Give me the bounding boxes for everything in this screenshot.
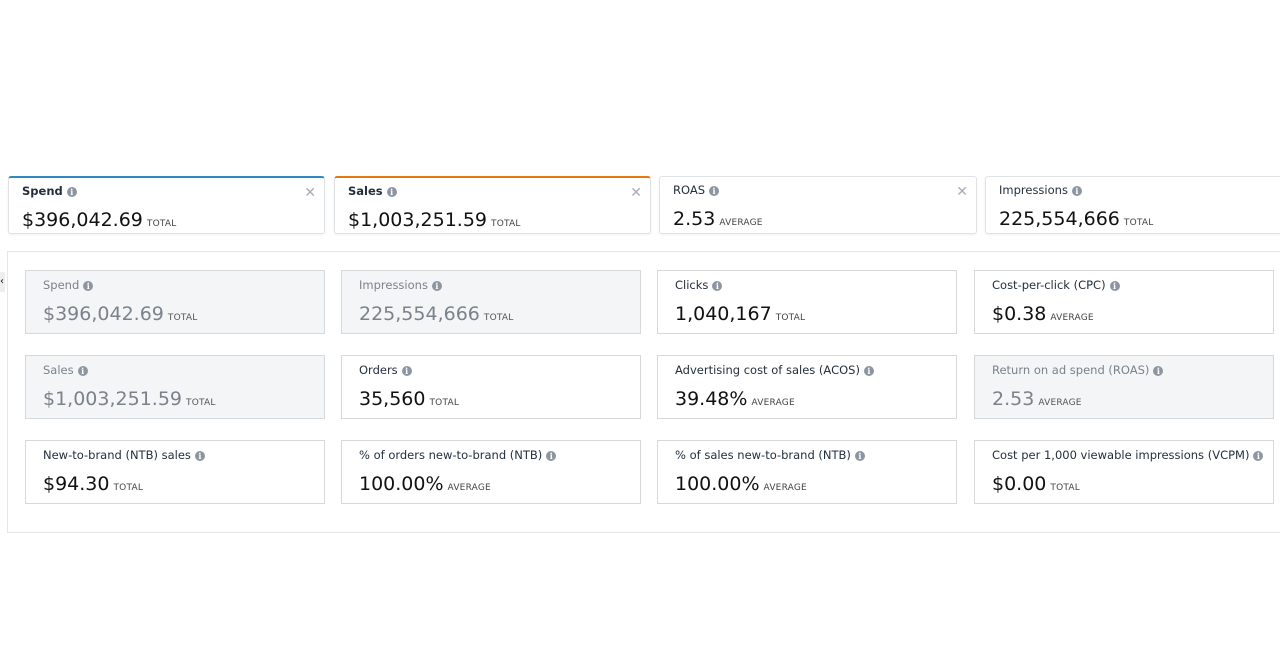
metric-label: Advertising cost of sales (ACOS) i (675, 363, 874, 377)
metric-card[interactable]: Return on ad spend (ROAS) i 2.53 AVERAGE (974, 355, 1274, 419)
metric-value: $396,042.69 TOTAL (43, 303, 198, 325)
metric-label: ROAS i (673, 183, 720, 197)
close-icon[interactable]: ✕ (304, 185, 316, 201)
metric-value: $396,042.69 TOTAL (22, 209, 177, 231)
metric-value: $1,003,251.59 TOTAL (348, 209, 521, 231)
metric-value: 1,040,167 TOTAL (675, 303, 806, 325)
metric-value: 2.53 AVERAGE (673, 208, 763, 230)
metric-card[interactable]: Impressions i 225,554,666 TOTAL (341, 270, 641, 334)
info-icon[interactable]: i (83, 281, 94, 291)
metric-value: 225,554,666 TOTAL (999, 208, 1154, 230)
metric-unit: AVERAGE (447, 483, 491, 493)
info-icon[interactable]: i (1153, 366, 1164, 376)
info-icon[interactable]: i (77, 366, 88, 376)
metric-unit: AVERAGE (1050, 313, 1094, 323)
metric-unit: TOTAL (483, 313, 514, 323)
metric-label: Clicks i (675, 278, 723, 292)
metric-label: Orders i (359, 363, 412, 377)
metric-value: 100.00% AVERAGE (675, 473, 807, 495)
metric-label: % of sales new-to-brand (NTB) i (675, 448, 865, 462)
metric-label: New-to-brand (NTB) sales i (43, 448, 205, 462)
metric-value: 100.00% AVERAGE (359, 473, 491, 495)
metric-unit: TOTAL (491, 219, 521, 229)
metric-unit: TOTAL (775, 313, 806, 323)
info-icon[interactable]: i (386, 187, 397, 197)
metric-value: $94.30 TOTAL (43, 473, 144, 495)
metric-unit: TOTAL (429, 398, 460, 408)
metric-value: 39.48% AVERAGE (675, 388, 795, 410)
metric-unit: TOTAL (1050, 483, 1080, 493)
metrics-panel: Spend i $396,042.69 TOTAL Impressions i 225,… (7, 251, 1280, 533)
close-icon[interactable]: ✕ (630, 185, 642, 201)
info-icon[interactable]: i (709, 186, 720, 196)
metric-value: 225,554,666 TOTAL (359, 303, 514, 325)
metric-value: $0.00 TOTAL (992, 473, 1080, 495)
info-icon[interactable]: i (854, 451, 865, 461)
metric-label: Spend i (43, 278, 94, 292)
metric-card[interactable]: Cost-per-click (CPC) i $0.38 AVERAGE (974, 270, 1274, 334)
selected-metric-sales[interactable]: Sales i $1,003,251.59 TOTAL ✕ (334, 176, 651, 234)
metric-unit: TOTAL (186, 398, 216, 408)
metric-unit: AVERAGE (763, 483, 807, 493)
metric-value: 2.53 AVERAGE (992, 388, 1082, 410)
info-icon[interactable]: i (194, 451, 205, 461)
metric-card[interactable]: Cost per 1,000 viewable impressions (VCP… (974, 440, 1274, 504)
metric-card[interactable]: % of sales new-to-brand (NTB) i 100.00% AV… (657, 440, 957, 504)
info-icon[interactable]: i (401, 366, 412, 376)
metric-value: 35,560 TOTAL (359, 388, 460, 410)
metric-card[interactable]: % of orders new-to-brand (NTB) i 100.00% A… (341, 440, 641, 504)
metric-unit: TOTAL (167, 313, 198, 323)
info-icon[interactable]: i (66, 187, 77, 197)
info-icon[interactable]: i (1071, 186, 1082, 196)
metric-card[interactable]: New-to-brand (NTB) sales i $94.30 TOTAL (25, 440, 325, 504)
selected-metric-roas[interactable]: ROAS i 2.53 AVERAGE ✕ (659, 176, 977, 234)
metric-label: Spend i (22, 184, 77, 198)
metric-unit: TOTAL (146, 219, 177, 229)
close-icon[interactable]: ✕ (956, 184, 968, 200)
metric-card[interactable]: Advertising cost of sales (ACOS) i 39.48%… (657, 355, 957, 419)
metric-value: $0.38 AVERAGE (992, 303, 1094, 325)
info-icon[interactable]: i (1109, 281, 1120, 291)
metric-unit: AVERAGE (719, 218, 763, 228)
selected-metric-impressions[interactable]: Impressions i 225,554,666 TOTAL (985, 176, 1280, 234)
metric-unit: TOTAL (1123, 218, 1154, 228)
metric-card[interactable]: Sales i $1,003,251.59 TOTAL (25, 355, 325, 419)
metric-card[interactable]: Orders i 35,560 TOTAL (341, 355, 641, 419)
metric-label: Sales i (348, 184, 397, 198)
metric-card[interactable]: Clicks i 1,040,167 TOTAL (657, 270, 957, 334)
metric-label: Impressions i (999, 183, 1082, 197)
metric-label: Return on ad spend (ROAS) i (992, 363, 1164, 377)
metric-value: $1,003,251.59 TOTAL (43, 388, 216, 410)
info-icon[interactable]: i (431, 281, 442, 291)
metric-label: Cost-per-click (CPC) i (992, 278, 1120, 292)
selected-metric-spend[interactable]: Spend i $396,042.69 TOTAL ✕ (8, 176, 325, 234)
metric-unit: AVERAGE (751, 398, 795, 408)
info-icon[interactable]: i (712, 281, 723, 291)
metric-card[interactable]: Spend i $396,042.69 TOTAL (25, 270, 325, 334)
metric-unit: TOTAL (113, 483, 144, 493)
info-icon[interactable]: i (546, 451, 557, 461)
metric-label: % of orders new-to-brand (NTB) i (359, 448, 557, 462)
metric-label: Cost per 1,000 viewable impressions (VCP… (992, 448, 1264, 462)
metric-unit: AVERAGE (1038, 398, 1082, 408)
info-icon[interactable]: i (1253, 451, 1264, 461)
info-icon[interactable]: i (863, 366, 874, 376)
collapse-handle[interactable]: ‹ (0, 272, 5, 292)
metric-label: Impressions i (359, 278, 442, 292)
metric-label: Sales i (43, 363, 88, 377)
